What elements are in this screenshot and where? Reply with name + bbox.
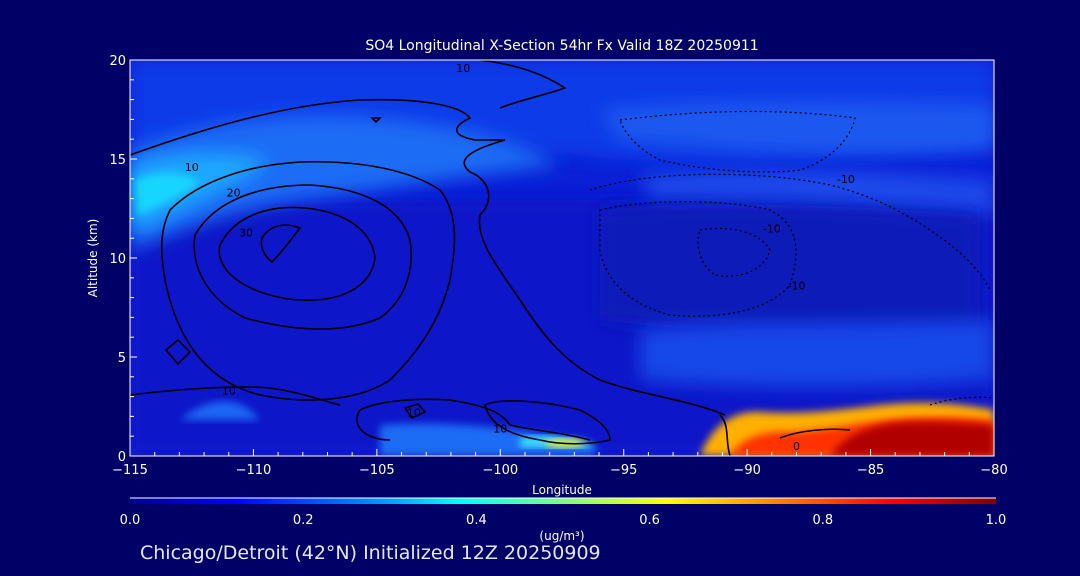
colorbar-tick-label: 0.2 — [293, 513, 314, 528]
contour-label: -10 — [837, 173, 855, 186]
colorbar-ticks: 0.0 0.2 0.4 0.6 0.8 1.0 — [120, 513, 1007, 528]
contour-label: 0 — [793, 440, 800, 453]
x-tick-label: −100 — [482, 463, 518, 478]
x-tick-label: −85 — [857, 463, 884, 478]
y-axis: 0 5 10 15 20 — [109, 54, 137, 465]
x-tick-label: −80 — [980, 463, 1007, 478]
colorbar-tick-label: 0.6 — [639, 513, 660, 528]
contour-label: 10 — [493, 422, 507, 435]
contour-label: -10 — [763, 222, 781, 235]
colorbar-tick-label: 0.0 — [120, 513, 141, 528]
contour-labels: 10 10 20 30 10 10 10 -10 -10 -10 0 — [185, 62, 855, 453]
colorbar-units: (ug/m³) — [539, 529, 584, 543]
x-tick-label: −110 — [236, 463, 272, 478]
x-tick-label: −105 — [359, 463, 395, 478]
x-axis-label: Longitude — [532, 483, 592, 497]
so4-shading — [130, 60, 994, 456]
contour-label: 30 — [239, 226, 253, 239]
y-tick-label: 15 — [109, 153, 126, 168]
x-axis: −115 −110 −105 −100 −95 −90 −85 −80 — [112, 449, 1008, 478]
y-tick-label: 10 — [109, 252, 126, 267]
contour-label: 10 — [456, 62, 470, 75]
y-tick-label: 0 — [118, 450, 126, 465]
y-tick-label: 20 — [109, 54, 126, 69]
y-axis-label: Altitude (km) — [86, 219, 100, 298]
contour-label: -10 — [788, 280, 806, 293]
colorbar-tick-label: 1.0 — [986, 513, 1007, 528]
chart-title: SO4 Longitudinal X-Section 54hr Fx Valid… — [365, 38, 758, 54]
colorbar-tick-label: 0.8 — [812, 513, 833, 528]
contour-label: 20 — [227, 187, 241, 200]
contour-label: 10 — [222, 385, 236, 398]
x-tick-label: −95 — [610, 463, 637, 478]
y-tick-label: 5 — [118, 351, 126, 366]
footer-caption: Chicago/Detroit (42°N) Initialized 12Z 2… — [140, 542, 601, 564]
contour-lines — [130, 60, 851, 456]
contour-label: 10 — [185, 161, 199, 174]
contour-label: 10 — [407, 406, 421, 419]
x-tick-label: −90 — [733, 463, 760, 478]
negative-contours — [589, 110, 994, 406]
colorbar — [130, 498, 996, 504]
x-tick-label: −115 — [112, 463, 148, 478]
colorbar-tick-label: 0.4 — [466, 513, 487, 528]
